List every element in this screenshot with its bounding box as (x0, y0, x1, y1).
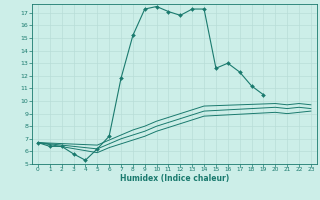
X-axis label: Humidex (Indice chaleur): Humidex (Indice chaleur) (120, 174, 229, 183)
